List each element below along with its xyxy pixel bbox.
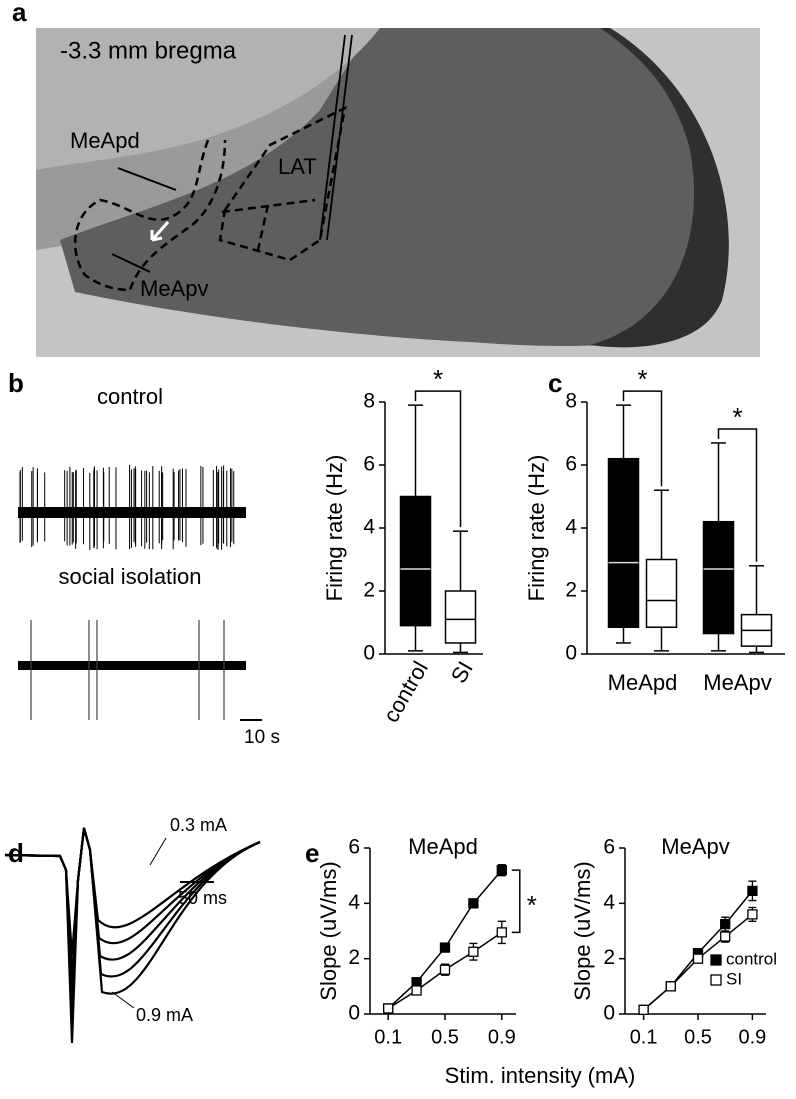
box: [645, 558, 678, 628]
chart-title: MeApd: [408, 834, 478, 859]
significance-bracket: [511, 869, 521, 934]
legend-swatch: [710, 974, 722, 986]
significance-bracket: [622, 390, 663, 487]
marker: [439, 942, 451, 953]
evoked-trace: [4, 827, 261, 1022]
box: [607, 457, 640, 628]
x-tick-label: 0.9: [488, 1026, 516, 1048]
y-tick-label: 6: [565, 453, 577, 476]
significance-bracket: [717, 428, 758, 562]
y-tick-label: 2: [603, 946, 615, 969]
y-axis-label: Firing rate (Hz): [322, 455, 347, 602]
x-tick-label: control: [378, 657, 433, 727]
marker: [692, 953, 704, 964]
chart-title: MeApv: [661, 834, 729, 859]
evoked-trace: [4, 827, 261, 1000]
image-label: MeApd: [70, 128, 140, 153]
x-tick-label: 0.9: [738, 1026, 766, 1048]
marker: [439, 964, 451, 975]
significance-mark: *: [637, 364, 647, 394]
y-tick-label: 2: [348, 946, 360, 969]
baseline: [18, 661, 246, 670]
x-axis-label: Stim. intensity (mA): [445, 1063, 636, 1088]
x-tick-label: 0.5: [684, 1026, 712, 1048]
evoked-trace: [4, 827, 261, 1044]
y-tick-label: 0: [603, 1002, 615, 1025]
significance-mark: *: [732, 402, 742, 432]
x-tick-label: MeApv: [703, 670, 771, 695]
panel-label: c: [548, 368, 562, 398]
legend-swatch: [710, 954, 722, 966]
panel-label: e: [305, 838, 319, 868]
image-label: LAT: [278, 154, 317, 179]
x-tick-label: 0.1: [374, 1026, 402, 1048]
box: [444, 590, 477, 644]
y-tick-label: 4: [565, 516, 577, 539]
marker: [468, 946, 479, 957]
marker: [720, 918, 731, 930]
trace-label: control: [97, 384, 163, 409]
x-tick-label: 0.5: [431, 1026, 459, 1048]
scale-label: 10 s: [244, 727, 280, 748]
marker: [411, 985, 422, 996]
marker: [496, 927, 507, 938]
marker: [720, 931, 731, 942]
trace-label: 0.3 mA: [170, 815, 227, 835]
marker: [747, 909, 758, 920]
marker: [468, 898, 479, 909]
baseline: [18, 507, 246, 518]
marker: [638, 1004, 649, 1015]
image-label: MeApv: [140, 276, 208, 301]
x-tick-label: 0.1: [630, 1026, 658, 1048]
y-tick-label: 6: [363, 453, 375, 476]
x-tick-label: MeApd: [608, 670, 678, 695]
trace-label: social isolation: [58, 564, 201, 589]
marker: [665, 981, 676, 992]
y-tick-label: 4: [348, 891, 360, 914]
spike-traces: [18, 465, 246, 720]
pointer: [149, 837, 167, 866]
y-tick-label: 4: [603, 891, 615, 914]
legend-label: control: [726, 949, 777, 968]
y-tick-label: 6: [348, 836, 360, 859]
y-tick-label: 0: [348, 1002, 360, 1025]
scale-label: 50 ms: [178, 888, 227, 908]
histology-image: [36, 28, 760, 357]
box: [399, 495, 432, 627]
y-tick-label: 6: [603, 836, 615, 859]
panel-label: d: [8, 838, 24, 868]
marker: [383, 1003, 394, 1014]
y-axis-label: Slope (uV/ms): [316, 861, 341, 1000]
y-tick-label: 8: [565, 390, 577, 413]
panel-label: a: [12, 0, 27, 27]
y-tick-label: 0: [363, 642, 375, 665]
significance-bracket: [414, 390, 462, 528]
y-tick-label: 8: [363, 390, 375, 413]
image-label: -3.3 mm bregma: [60, 37, 237, 64]
marker: [747, 885, 758, 897]
y-tick-label: 2: [363, 579, 375, 602]
evoked-traces: [4, 827, 261, 1044]
legend-label: SI: [726, 969, 742, 988]
y-tick-label: 2: [565, 579, 577, 602]
significance-mark: *: [433, 364, 443, 394]
trace-label: 0.9 mA: [136, 1005, 193, 1025]
series-line: [387, 869, 503, 1010]
y-tick-label: 4: [363, 516, 375, 539]
y-axis-label: Slope (uV/ms): [570, 861, 595, 1000]
box: [702, 520, 735, 635]
y-axis-label: Firing rate (Hz): [524, 455, 549, 602]
x-tick-label: SI: [446, 657, 478, 688]
pointer: [111, 991, 135, 1009]
y-tick-label: 0: [565, 642, 577, 665]
marker: [496, 864, 507, 876]
significance-mark: *: [527, 890, 537, 920]
panel-label: b: [8, 368, 24, 398]
